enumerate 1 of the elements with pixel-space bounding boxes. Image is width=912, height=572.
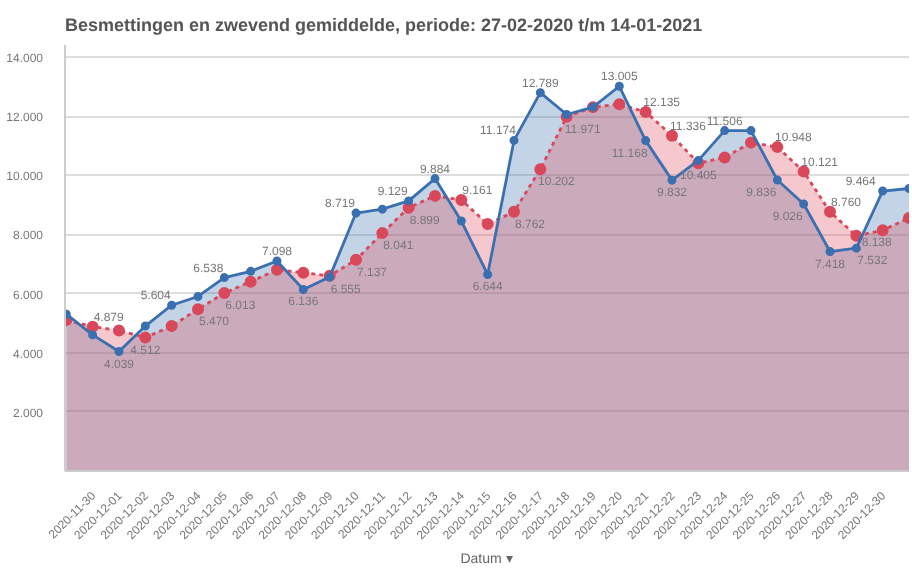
chart-title: Besmettingen en zwevend gemiddelde, periode: 27-02-2020 t/m 14-01-2021	[65, 15, 703, 35]
